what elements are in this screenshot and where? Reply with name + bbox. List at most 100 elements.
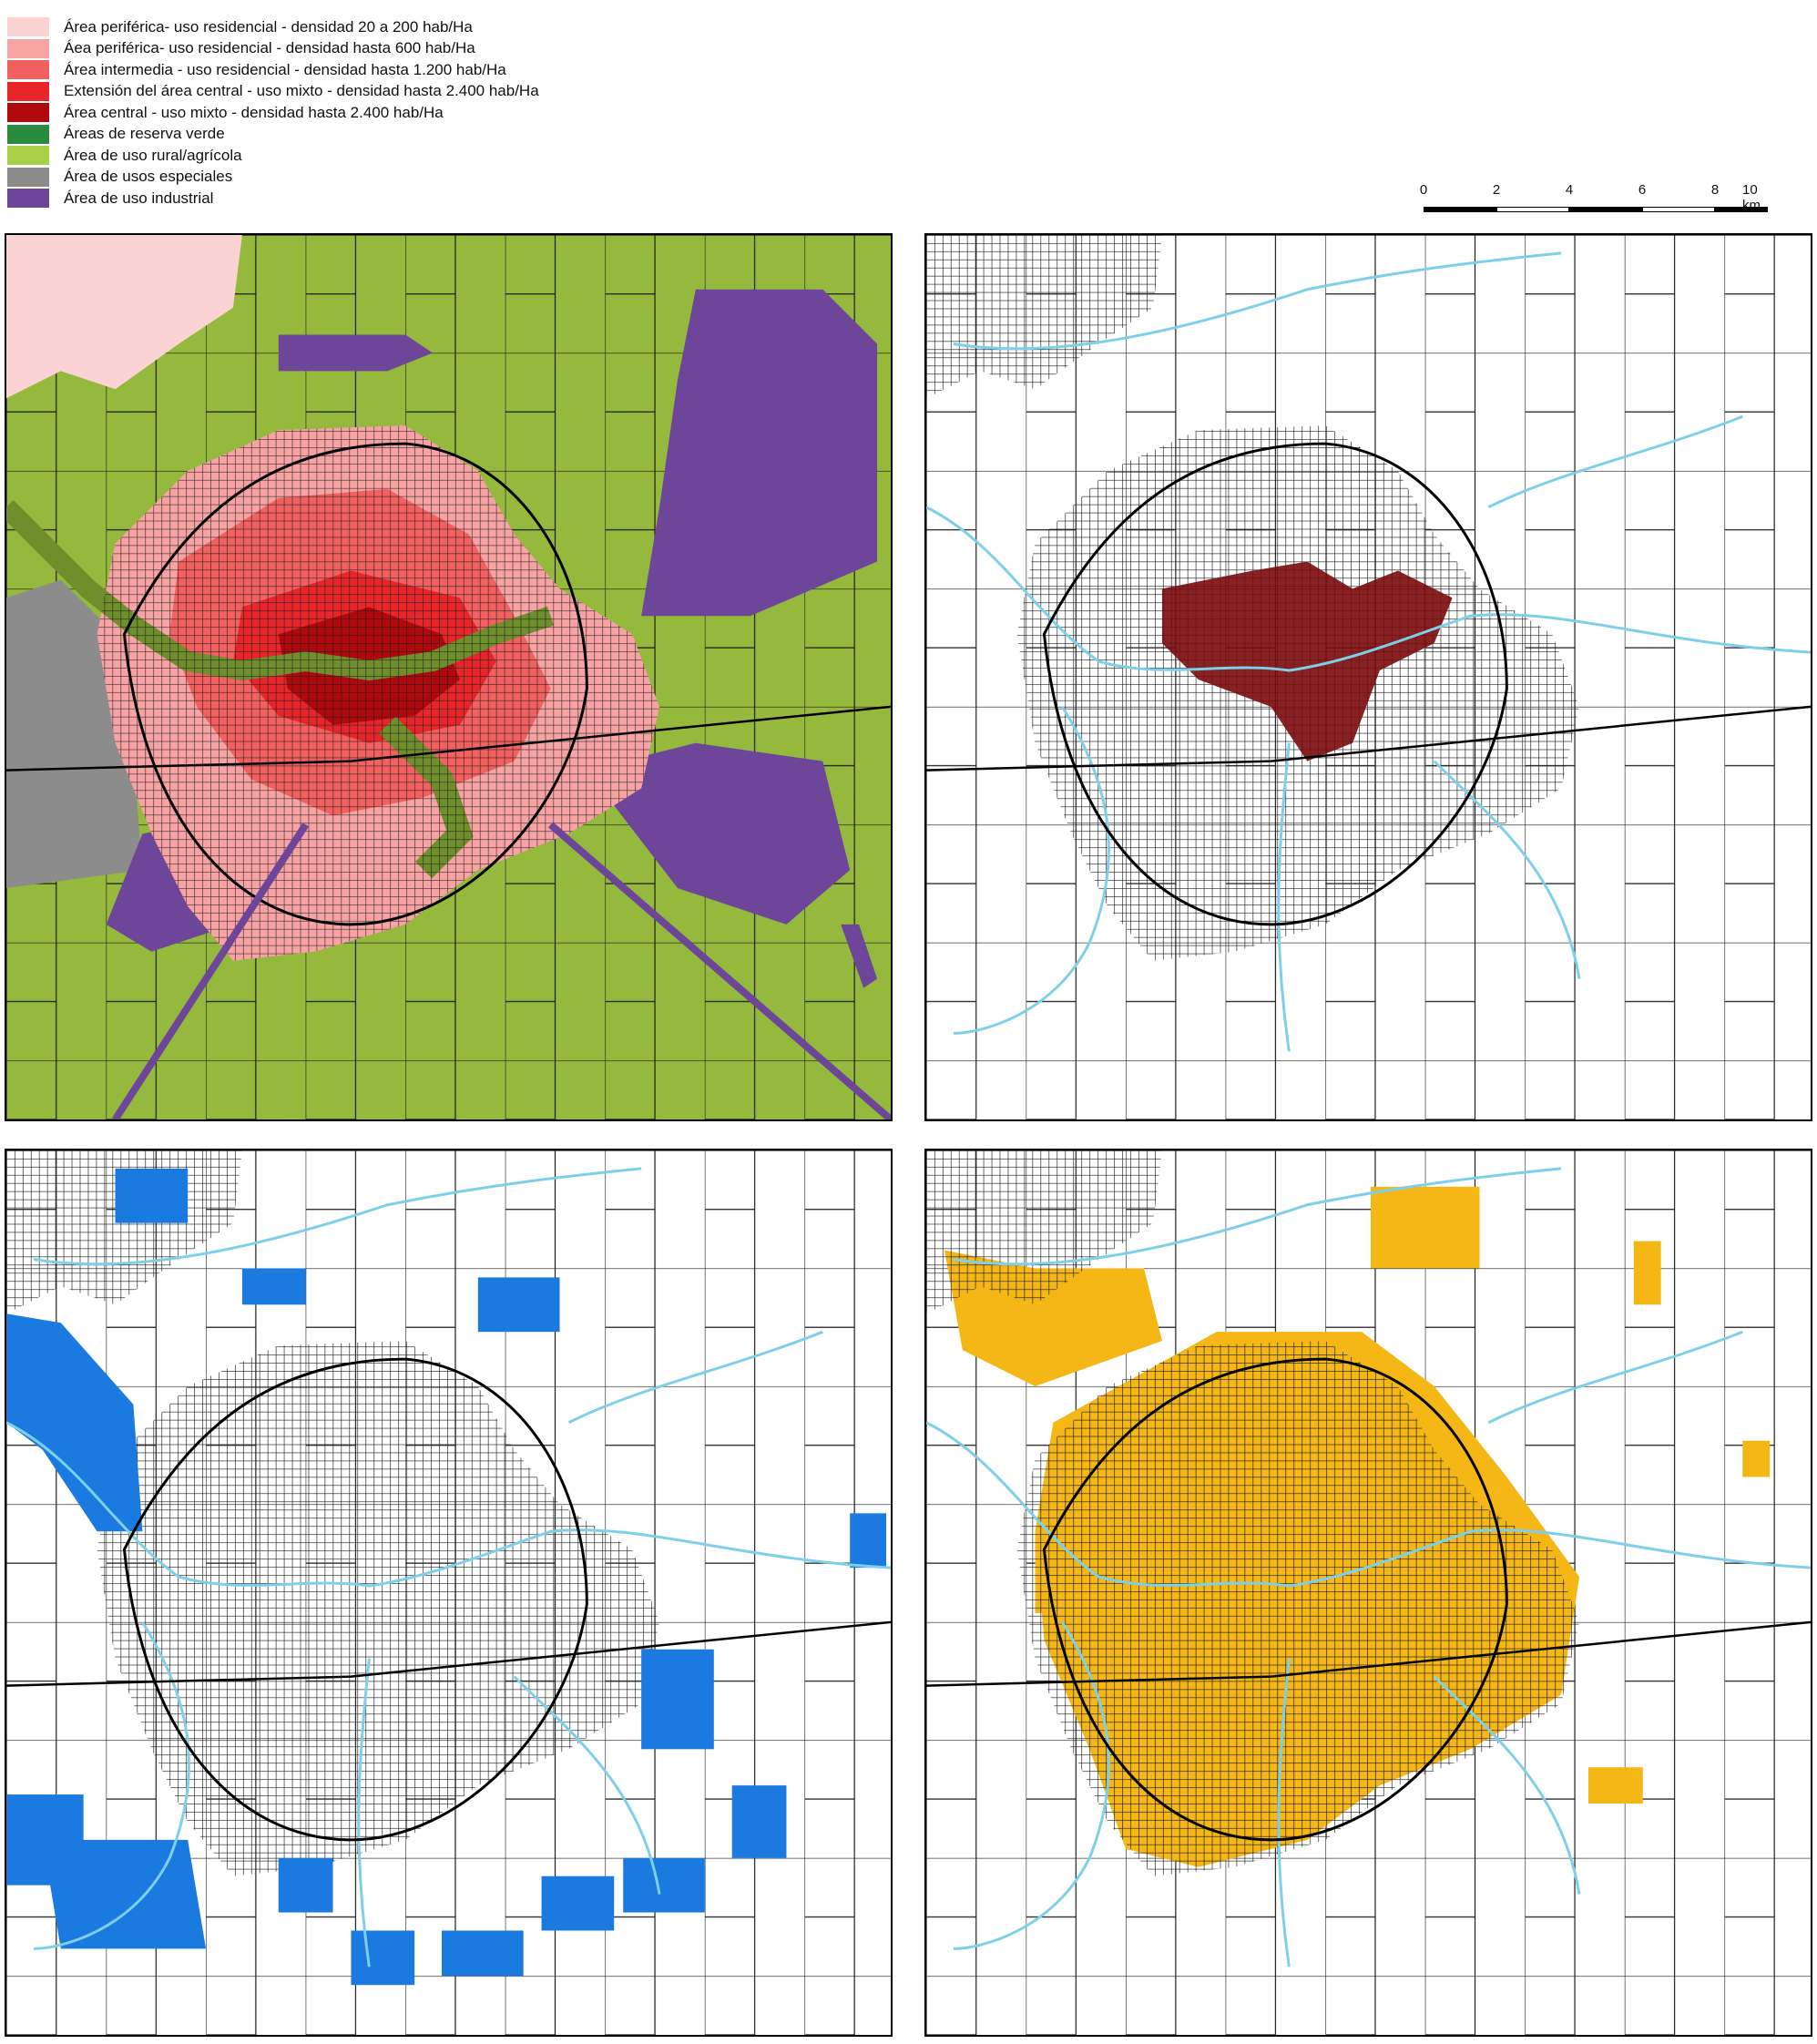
legend-label: Áreas de reserva verde <box>64 125 225 143</box>
scale-tick-label: 2 <box>1492 182 1501 198</box>
legend-swatch <box>7 146 49 166</box>
blue-parcel <box>731 1785 787 1858</box>
blue-parcel <box>641 1649 714 1750</box>
railway-line <box>6 705 891 772</box>
peripheral-residential-low <box>6 235 242 399</box>
legend-swatch <box>7 81 49 101</box>
map-panel-yellow-parcels <box>924 1149 1812 2037</box>
legend-label: Extensión del área central - uso mixto -… <box>64 82 539 100</box>
blue-parcel <box>115 1168 189 1223</box>
ring-road <box>1042 1357 1508 1842</box>
river <box>953 706 1110 1035</box>
map-panel-blue-parcels <box>5 1149 893 2037</box>
land-use-map <box>6 235 891 1119</box>
ring-road <box>122 1357 588 1842</box>
central-area-map <box>926 235 1811 1119</box>
legend-swatch <box>7 167 49 187</box>
blue-parcel <box>351 1930 415 1986</box>
industrial-corridor <box>112 823 309 1119</box>
scale-segment <box>1642 207 1715 212</box>
river <box>1277 1658 1291 1967</box>
ring-road <box>122 442 588 926</box>
yellow-parcel <box>1742 1440 1771 1477</box>
legend-swatch <box>7 103 49 123</box>
river <box>1487 414 1743 509</box>
industrial-area <box>278 334 434 372</box>
legend-item: Áea periférica- uso residencial - densid… <box>7 38 539 60</box>
river <box>567 1330 823 1425</box>
scale-segment <box>1424 207 1496 212</box>
legend-item: Área intermedia - uso residencial - dens… <box>7 59 539 81</box>
legend-item: Extensión del área central - uso mixto -… <box>7 81 539 103</box>
scale-tick-label: 4 <box>1565 182 1574 198</box>
legend-label: Área de uso rural/agrícola <box>64 146 242 164</box>
map-panel-central-area <box>924 233 1812 1121</box>
industrial-area <box>641 289 878 617</box>
river <box>357 1658 371 1967</box>
street-grid <box>926 1150 1162 1314</box>
industrial-area <box>841 924 878 988</box>
map-panel-land-use <box>5 233 893 1121</box>
scale-tick-label: 8 <box>1710 182 1720 198</box>
map-legend: Área periférica- uso residencial - densi… <box>7 16 539 210</box>
legend-item: Área de uso rural/agrícola <box>7 145 539 167</box>
scale-segment <box>1496 207 1569 212</box>
blue-parcel <box>241 1268 306 1305</box>
yellow-parcel <box>1370 1186 1480 1269</box>
blue-parcel <box>850 1513 887 1569</box>
industrial-area <box>587 742 851 925</box>
railway-line <box>926 705 1811 772</box>
river <box>953 1167 1562 1266</box>
river <box>953 251 1562 351</box>
blue-parcel <box>623 1857 705 1913</box>
street-grid <box>926 235 1162 399</box>
river <box>1433 1675 1581 1895</box>
blue-parcel <box>6 1313 143 1532</box>
legend-label: Áea periférica- uso residencial - densid… <box>64 39 475 57</box>
legend-swatch <box>7 60 49 80</box>
railway-line <box>926 1620 1811 1687</box>
river <box>1277 742 1291 1052</box>
scale-tick-label: 6 <box>1638 182 1647 198</box>
legend-item: Área de usos especiales <box>7 167 539 189</box>
blue-parcel <box>442 1930 524 1977</box>
legend-item: Área de uso industrial <box>7 188 539 210</box>
legend-label: Área de usos especiales <box>64 168 233 186</box>
legend-label: Área central - uso mixto - densidad hast… <box>64 103 444 121</box>
river <box>6 1421 891 1588</box>
river <box>1433 760 1581 979</box>
blue-parcel <box>42 1839 207 1949</box>
yellow-parcel <box>1588 1767 1643 1804</box>
scale-tick-label: 0 <box>1419 182 1428 198</box>
railway-line <box>6 1620 891 1687</box>
legend-label: Área periférica- uso residencial - densi… <box>64 17 473 36</box>
river <box>1487 1330 1743 1425</box>
legend-swatch <box>7 38 49 58</box>
legend-item: Área central - uso mixto - densidad hast… <box>7 102 539 124</box>
legend-item: Área periférica- uso residencial - densi… <box>7 16 539 38</box>
scale-segment <box>1569 207 1642 212</box>
legend-swatch <box>7 17 49 37</box>
river <box>926 1421 1811 1588</box>
yellow-parcels-map <box>926 1150 1811 2035</box>
river <box>953 1621 1110 1950</box>
legend-swatch <box>7 189 49 209</box>
river <box>33 1167 642 1266</box>
blue-parcel <box>541 1875 615 1931</box>
river <box>926 506 1811 672</box>
scale-segment <box>1715 207 1768 212</box>
scale-bar: 0 2 4 6 8 10 km <box>1420 182 1768 219</box>
blue-parcel <box>477 1277 560 1333</box>
legend-label: Área intermedia - uso residencial - dens… <box>64 60 506 78</box>
legend-label: Área de uso industrial <box>64 189 214 207</box>
central-area-fill <box>1161 561 1453 761</box>
legend-swatch <box>7 124 49 144</box>
legend-item: Áreas de reserva verde <box>7 124 539 146</box>
river <box>33 1621 190 1950</box>
industrial-corridor <box>547 822 891 1119</box>
blue-parcel <box>278 1857 333 1913</box>
river <box>513 1675 661 1895</box>
ring-road <box>1042 442 1508 926</box>
blue-parcels-map <box>6 1150 891 2035</box>
yellow-parcel <box>1633 1241 1661 1305</box>
